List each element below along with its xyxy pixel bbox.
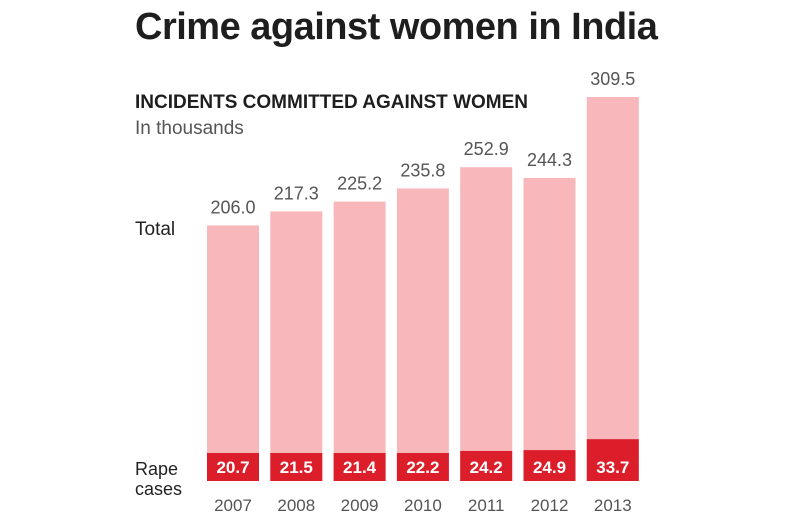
rape-bar-2012	[523, 450, 576, 481]
rape-bar-2013	[586, 439, 639, 481]
series-label-rape-line2: cases	[135, 479, 183, 499]
total-value-label-2008: 217.3	[274, 183, 319, 203]
rape-value-label-2012: 24.9	[533, 458, 566, 477]
total-value-label-2013: 309.5	[590, 69, 635, 89]
series-label-rape-cases: Rape cases	[135, 459, 182, 499]
rape-value-label-2011: 24.2	[470, 458, 503, 477]
rape-value-label-2008: 21.5	[280, 458, 313, 477]
unit-label: In thousands	[135, 118, 244, 139]
total-value-label-2011: 252.9	[464, 139, 509, 159]
total-bar-2010	[396, 188, 449, 482]
year-tick-label-2009: 2009	[341, 496, 379, 515]
total-bar-2011	[460, 167, 513, 481]
total-bar-2013	[586, 97, 639, 481]
total-bar-2007	[207, 225, 259, 481]
chart-subtitle: INCIDENTS COMMITTED AGAINST WOMEN	[135, 92, 528, 113]
total-bar-2009	[333, 201, 386, 481]
total-bar-2012	[523, 177, 576, 481]
rape-value-label-2010: 22.2	[406, 458, 439, 477]
rape-bar-2011	[460, 450, 513, 481]
year-tick-label-2008: 2008	[277, 496, 315, 515]
series-label-rape-line1: Rape	[135, 459, 179, 479]
total-bar-2008	[270, 211, 323, 481]
rape-value-label-2009: 21.4	[343, 458, 377, 477]
series-label-total: Total	[135, 219, 176, 240]
year-tick-label-2012: 2012	[531, 496, 569, 515]
total-value-label-2009: 225.2	[337, 174, 382, 194]
rape-value-label-2007: 20.7	[216, 458, 249, 477]
year-tick-label-2010: 2010	[404, 496, 442, 515]
year-tick-label-2007: 2007	[214, 496, 252, 515]
year-tick-label-2011: 2011	[468, 496, 505, 515]
year-tick-label-2013: 2013	[594, 496, 632, 515]
rape-bar-2009	[333, 453, 386, 481]
rape-bar-2008	[270, 453, 323, 481]
total-value-label-2012: 244.3	[527, 150, 572, 170]
total-value-label-2007: 206.0	[210, 197, 255, 217]
chart-title: Crime against women in India	[135, 6, 658, 48]
rape-bar-2007	[207, 453, 259, 481]
rape-bar-2010	[396, 453, 449, 481]
total-value-label-2010: 235.8	[400, 160, 445, 180]
rape-value-label-2013: 33.7	[596, 458, 629, 477]
